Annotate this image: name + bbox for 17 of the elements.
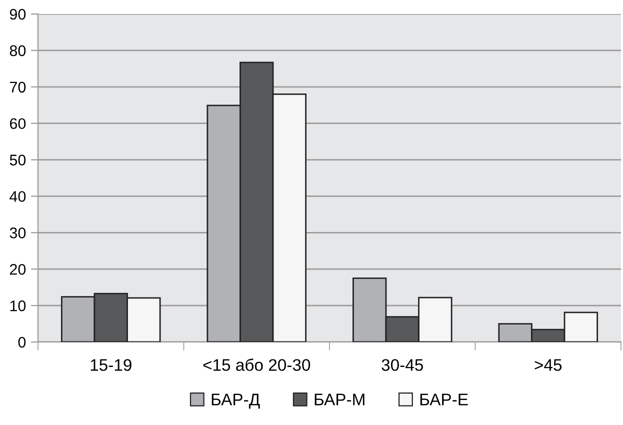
legend-label: БАР-Е (420, 394, 468, 406)
x-tick-label: <15 або 20-30 (203, 358, 310, 371)
y-tick-label: 30 (10, 228, 26, 238)
y-tick-label: 50 (10, 154, 26, 166)
x-tick-label: 30-45 (382, 359, 423, 371)
x-tick-label: >45 (534, 359, 562, 371)
y-tick-label: 40 (10, 191, 26, 202)
y-tick-label: 70 (10, 82, 26, 93)
x-tick-label: 15-19 (90, 359, 132, 371)
y-tick-label: 90 (10, 8, 26, 20)
y-tick-label: 10 (10, 300, 26, 312)
y-tick-label: 60 (10, 118, 26, 130)
y-tick-label: 80 (10, 45, 26, 56)
legend-label: БАР-Д (212, 394, 260, 409)
y-tick-label: 0 (18, 336, 26, 348)
legend-label: БАР-М (314, 394, 364, 406)
y-tick-label: 20 (10, 264, 26, 275)
